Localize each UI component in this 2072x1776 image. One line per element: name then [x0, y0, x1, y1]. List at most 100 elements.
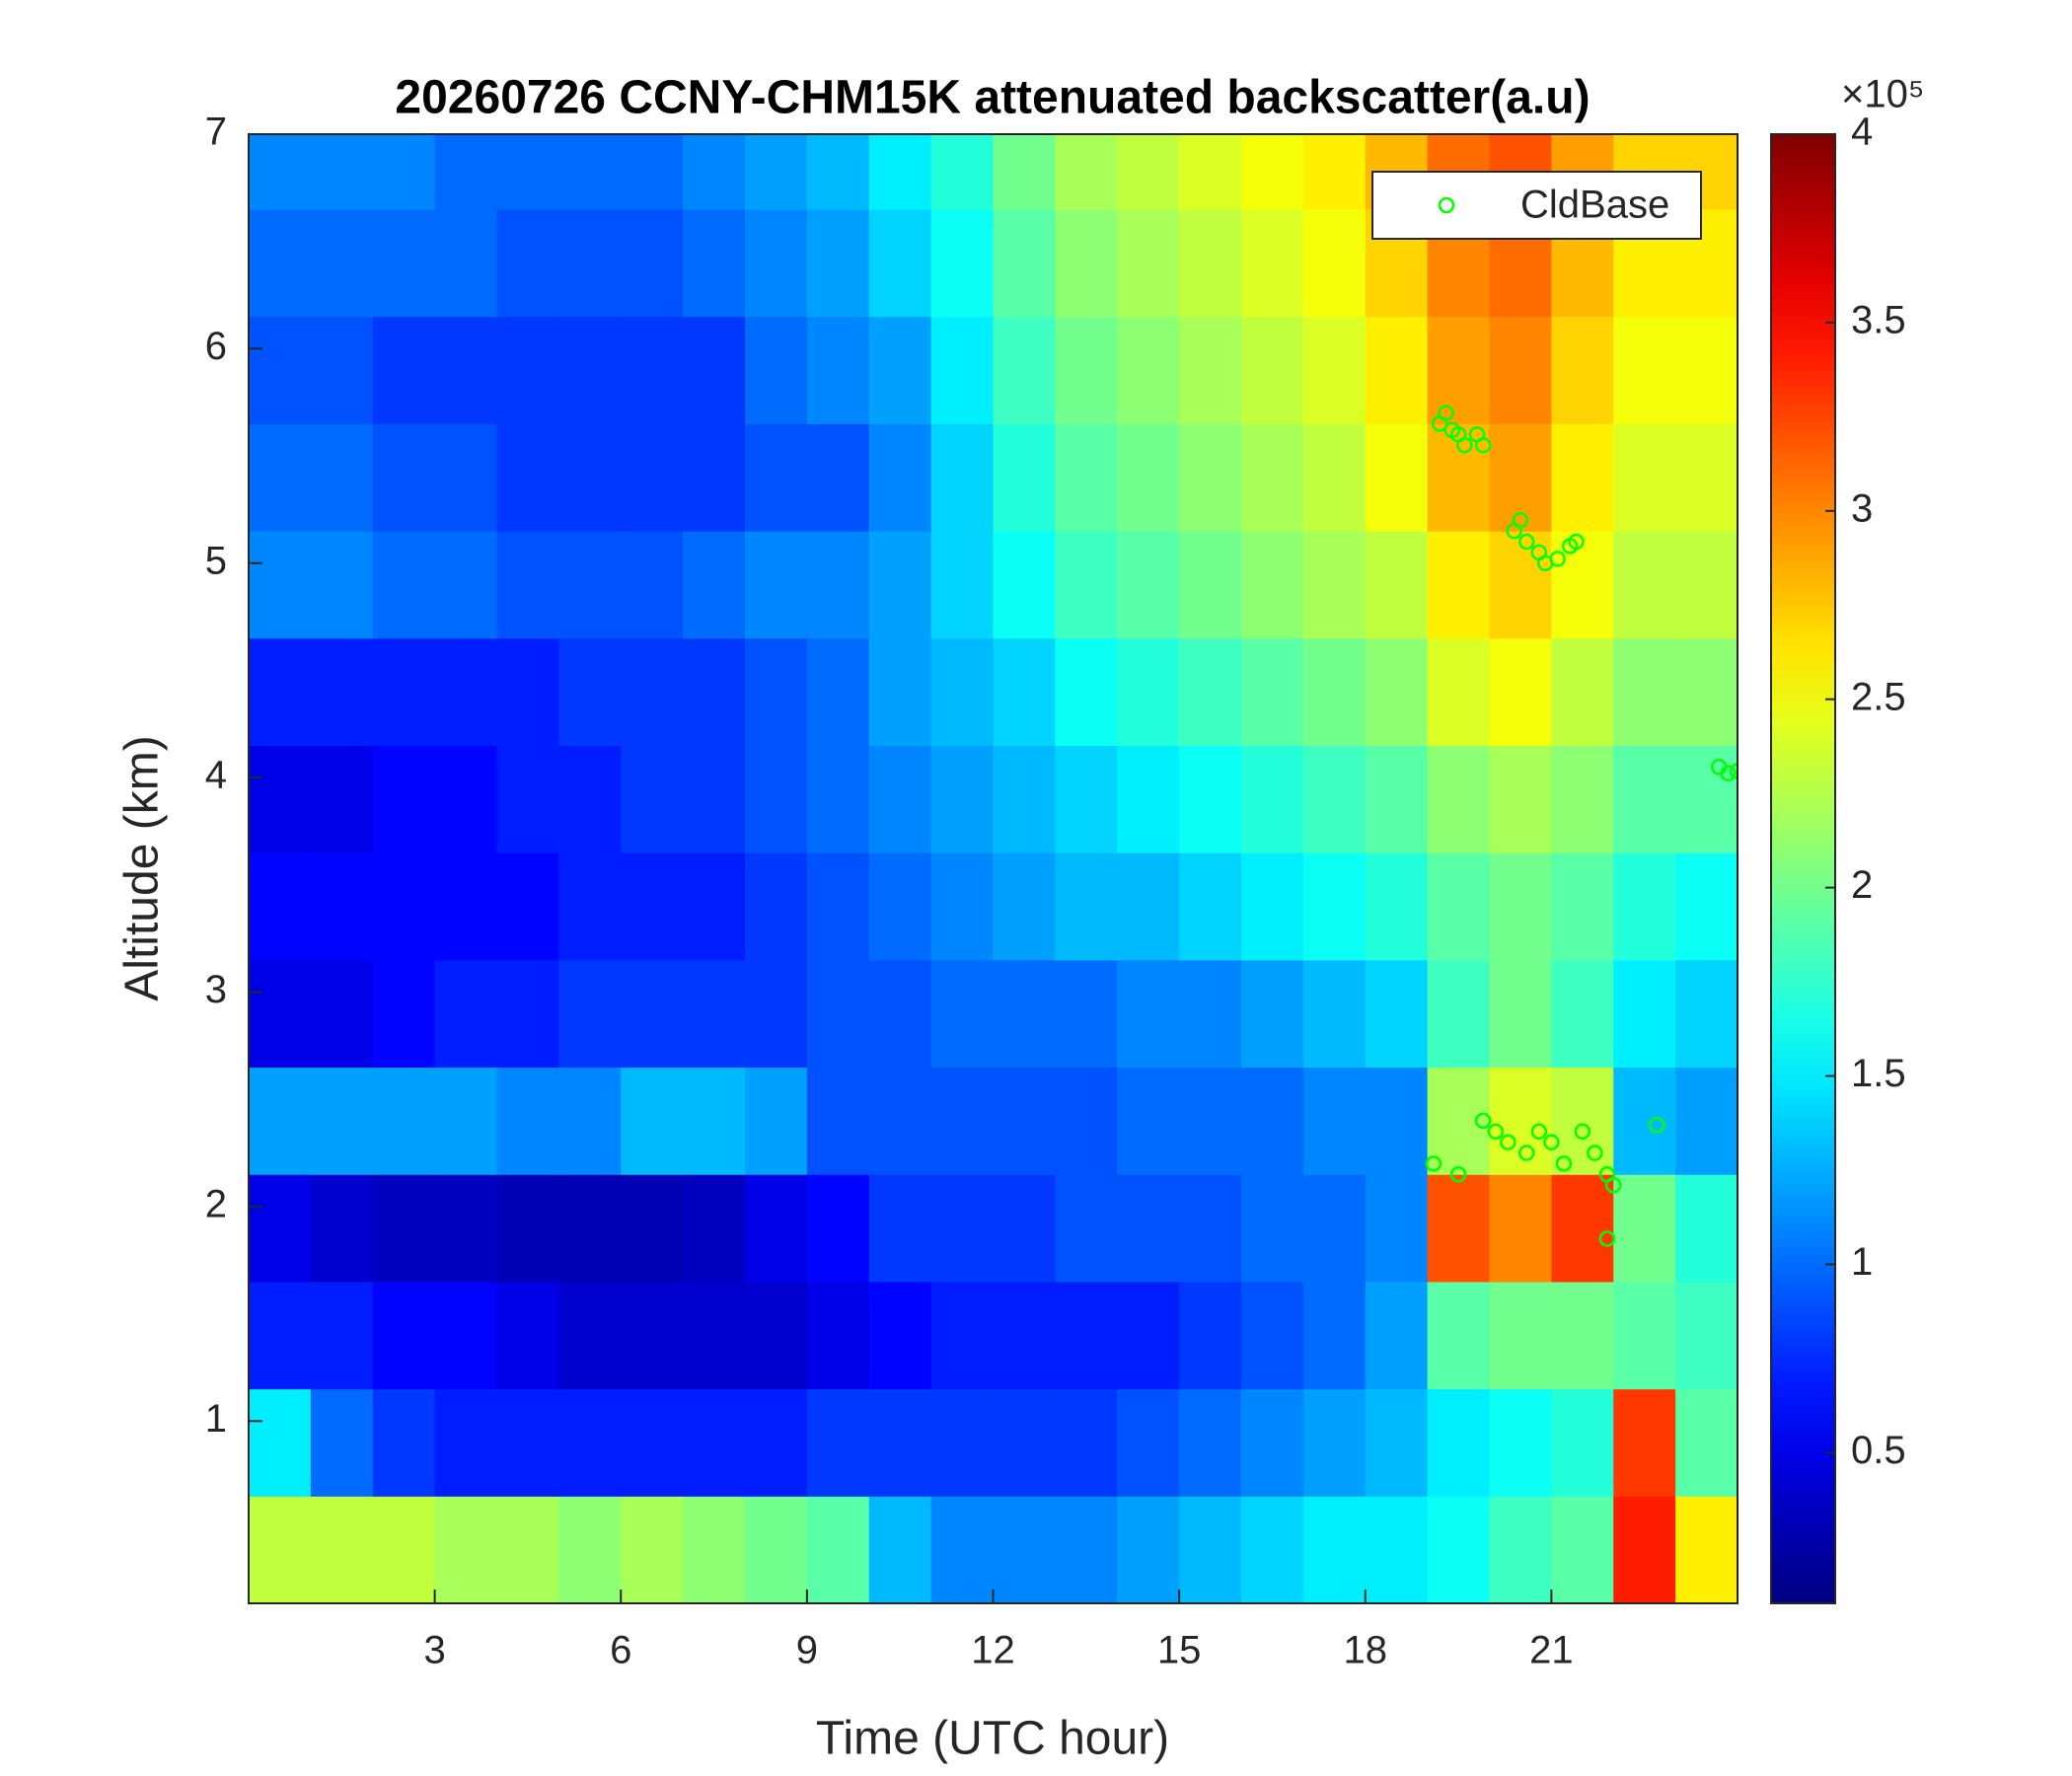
heatmap-cell: [806, 134, 870, 210]
heatmap-cell: [1365, 637, 1429, 747]
heatmap-cell: [249, 531, 312, 639]
heatmap-cell: [310, 316, 374, 424]
heatmap-cell: [1551, 1496, 1614, 1603]
heatmap-cell: [1613, 531, 1676, 639]
heatmap-cell: [1179, 637, 1242, 747]
heatmap-cell: [1675, 1388, 1738, 1497]
heatmap-cell: [434, 1388, 497, 1497]
heatmap-cell: [310, 1174, 374, 1283]
heatmap-cell: [249, 1388, 312, 1497]
x-tick-label: 6: [610, 1629, 631, 1672]
heatmap-cell: [372, 531, 436, 639]
heatmap-cell: [683, 209, 746, 318]
heatmap-cell: [558, 1067, 622, 1175]
heatmap-cell: [1613, 316, 1676, 424]
colorbar-tick-label: 1.5: [1851, 1052, 1906, 1095]
heatmap-cell: [496, 959, 559, 1069]
colorbar-tick-label: 1: [1851, 1240, 1873, 1284]
heatmap-cell: [745, 1281, 808, 1390]
heatmap-cell: [496, 852, 559, 961]
heatmap-cell: [868, 959, 932, 1069]
heatmap-cell: [1241, 959, 1304, 1069]
heatmap-cell: [1489, 959, 1552, 1069]
heatmap-cell: [372, 209, 436, 318]
heatmap-cell: [868, 423, 932, 532]
heatmap-cell: [1365, 745, 1429, 853]
heatmap-cell: [1427, 1174, 1490, 1283]
heatmap-cell: [1055, 209, 1118, 318]
heatmap-cell: [1241, 531, 1304, 639]
heatmap-cell: [558, 852, 622, 961]
colorbar-tick-label: 4: [1851, 111, 1873, 154]
cloud-base-point: [1456, 436, 1473, 454]
heatmap-cell: [745, 959, 808, 1069]
heatmap-cell: [683, 959, 746, 1069]
heatmap-cell: [1675, 1067, 1738, 1175]
colorbar-tick-label: 2: [1851, 863, 1873, 907]
heatmap-cell: [1427, 531, 1490, 639]
heatmap-cell: [683, 423, 746, 532]
heatmap-cell: [496, 745, 559, 853]
heatmap-cell: [930, 423, 994, 532]
heatmap-cell: [868, 745, 932, 853]
cloud-base-point: [1438, 405, 1454, 421]
heatmap-cell: [558, 134, 622, 210]
heatmap-cell: [683, 745, 746, 853]
heatmap-cell: [806, 531, 870, 639]
heatmap-cell: [930, 1174, 994, 1283]
heatmap-cell: [310, 1281, 374, 1390]
heatmap-cell: [1179, 209, 1242, 318]
heatmap-cell: [1179, 745, 1242, 853]
heatmap-cell: [496, 209, 559, 318]
heatmap-cell: [310, 1388, 374, 1497]
heatmap-cell: [993, 316, 1056, 424]
heatmap-cell: [1055, 1388, 1118, 1497]
heatmap-cell: [1365, 316, 1429, 424]
heatmap-cell: [868, 531, 932, 639]
heatmap-cell: [1489, 1281, 1552, 1390]
heatmap-cell: [249, 1281, 312, 1390]
heatmap-cell: [1055, 959, 1118, 1069]
heatmap-cell: [683, 1174, 746, 1283]
heatmap-cell: [434, 1281, 497, 1390]
heatmap-cell: [1551, 1281, 1614, 1390]
heatmap-cell: [1117, 637, 1180, 747]
heatmap-cell: [249, 1067, 312, 1175]
heatmap-cell: [683, 531, 746, 639]
heatmap-cell: [745, 1174, 808, 1283]
heatmap-cell: [1489, 423, 1552, 532]
heatmap-cell: [372, 637, 436, 747]
heatmap-cell: [1427, 1496, 1490, 1603]
heatmap-cell: [745, 1496, 808, 1603]
heatmap-cell: [1117, 1067, 1180, 1175]
heatmap-cell: [1675, 852, 1738, 961]
heatmap-cell: [496, 531, 559, 639]
heatmap-cell: [1675, 316, 1738, 424]
heatmap-cell: [310, 134, 374, 210]
heatmap-cell: [868, 852, 932, 961]
heatmap-cell: [496, 316, 559, 424]
heatmap-cell: [310, 852, 374, 961]
x-tick-label: 21: [1529, 1629, 1574, 1672]
heatmap-cell: [1055, 1496, 1118, 1603]
cloud-base-point: [1474, 1112, 1492, 1130]
heatmap-cell: [1675, 959, 1738, 1069]
heatmap-cell: [1179, 1174, 1242, 1283]
y-tick-label: 3: [205, 968, 227, 1011]
heatmap-cell: [1302, 209, 1367, 318]
heatmap-cell: [806, 637, 870, 747]
heatmap-cell: [1055, 134, 1118, 210]
heatmap-cell: [1613, 1281, 1676, 1390]
heatmap-cell: [1055, 1281, 1118, 1390]
heatmap-cell: [558, 1174, 622, 1283]
heatmap-cell: [683, 1496, 746, 1603]
heatmap-cell: [1365, 1281, 1429, 1390]
heatmap-cell: [621, 959, 684, 1069]
heatmap-cell: [806, 1174, 870, 1283]
heatmap-cell: [1427, 637, 1490, 747]
heatmap-cell: [372, 1496, 436, 1603]
heatmap-cell: [683, 1388, 746, 1497]
heatmap-cell: [930, 1067, 994, 1175]
heatmap-cell: [1241, 1388, 1304, 1497]
heatmap-cell: [1551, 745, 1614, 853]
